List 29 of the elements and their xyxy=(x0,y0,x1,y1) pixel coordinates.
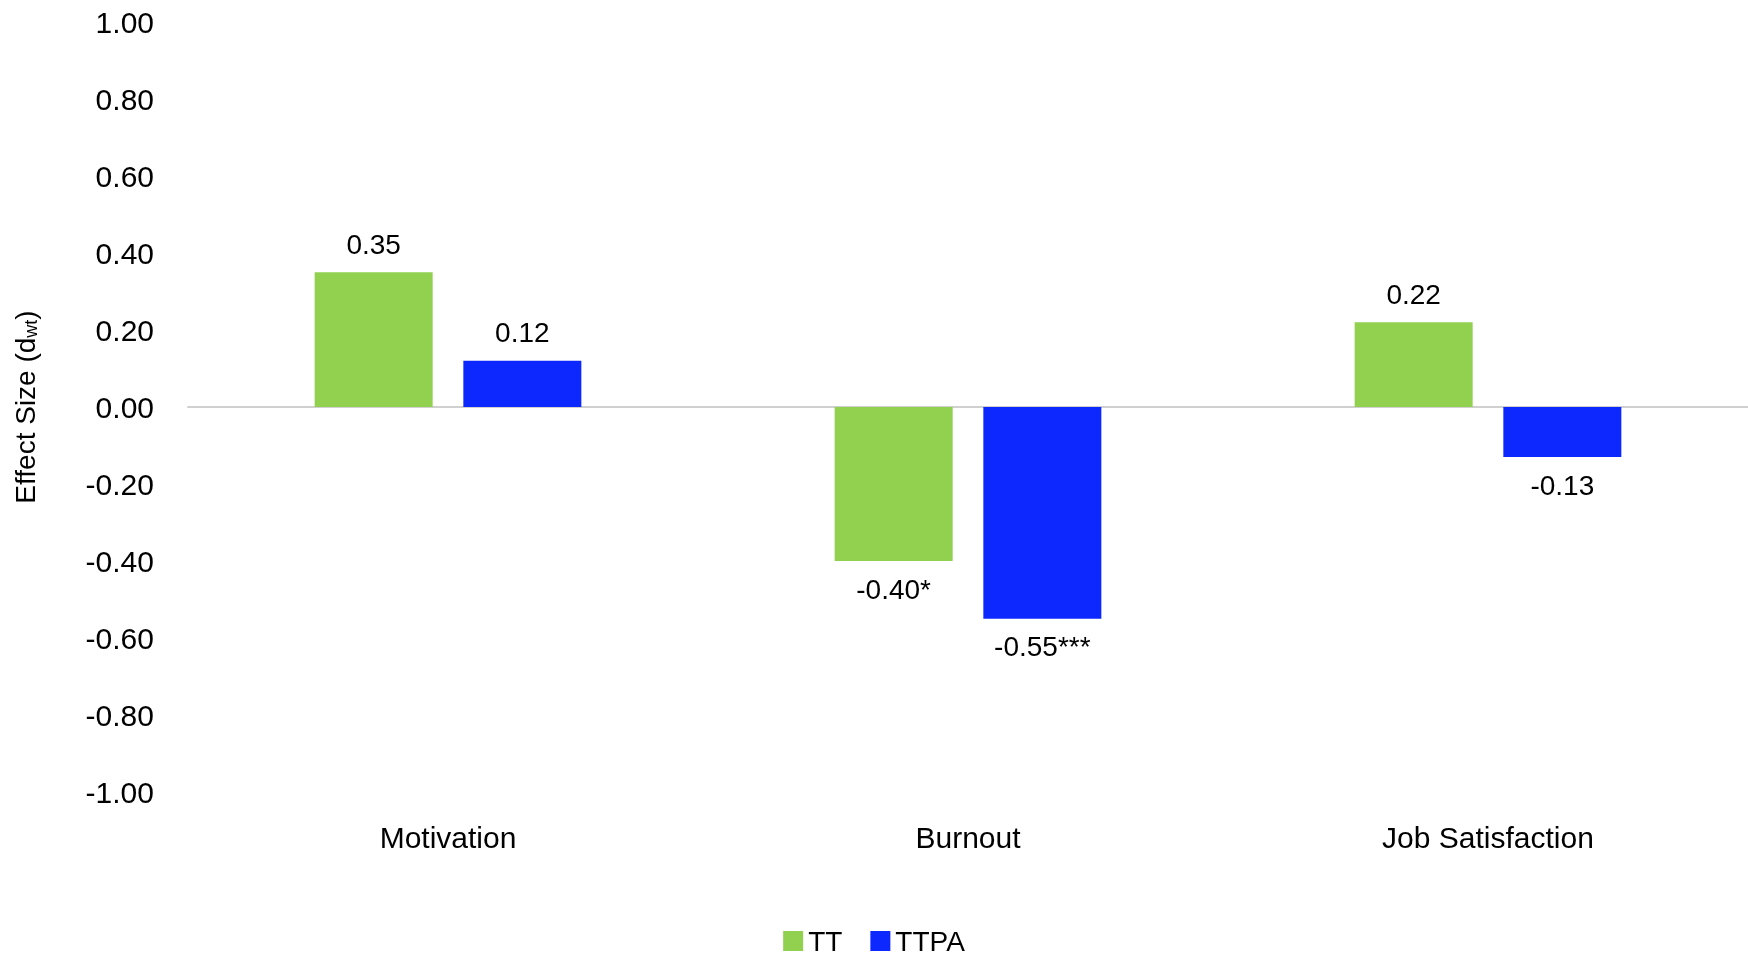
data-label: 0.22 xyxy=(1386,278,1441,310)
bar xyxy=(463,360,582,407)
data-label: -0.13 xyxy=(1530,469,1595,501)
bar xyxy=(834,407,953,561)
y-tick-label: 0.40 xyxy=(95,236,154,270)
legend-label: TTPA xyxy=(895,925,966,957)
y-tick-label: -0.40 xyxy=(85,544,154,578)
y-tick-label: 0.80 xyxy=(95,82,154,116)
y-tick-label: 0.60 xyxy=(95,159,154,193)
data-label: 0.12 xyxy=(495,317,550,349)
y-tick-label: 1.00 xyxy=(95,5,154,39)
y-axis-title: Effect Size (dwt) xyxy=(9,310,41,504)
x-tick-label: Motivation xyxy=(379,820,517,854)
data-label: 0.35 xyxy=(346,228,401,260)
bar xyxy=(983,407,1102,619)
bar xyxy=(314,272,433,407)
y-tick-label: -1.00 xyxy=(85,775,154,809)
y-tick-label: 0.00 xyxy=(95,390,154,424)
y-tick-label: -0.80 xyxy=(85,698,154,732)
bar xyxy=(1503,407,1622,458)
bar xyxy=(1354,322,1473,407)
data-label: -0.40* xyxy=(856,573,932,605)
data-label: -0.55*** xyxy=(994,631,1091,663)
y-tick-label: 0.20 xyxy=(95,313,154,347)
y-tick-label: -0.60 xyxy=(85,621,154,655)
y-tick-label: -0.20 xyxy=(85,467,154,501)
x-tick-label: Burnout xyxy=(915,820,1022,854)
x-tick-label: Job Satisfaction xyxy=(1382,820,1594,854)
legend-label: TT xyxy=(808,925,843,957)
